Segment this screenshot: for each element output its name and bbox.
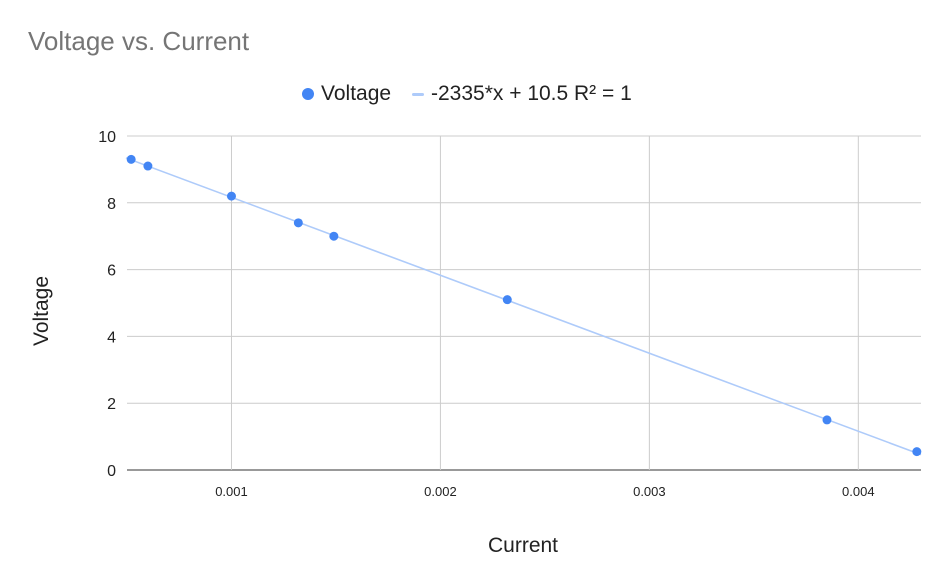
data-point[interactable] xyxy=(143,161,153,171)
data-point[interactable] xyxy=(502,295,512,305)
data-point[interactable] xyxy=(329,231,339,241)
data-point[interactable] xyxy=(226,191,236,201)
y-tick-labels: 0 2 4 6 8 10 xyxy=(98,129,116,480)
gridlines xyxy=(127,135,921,471)
x-tick-label: 0.002 xyxy=(424,484,457,499)
data-point[interactable] xyxy=(293,218,303,228)
y-tick-label: 4 xyxy=(107,329,116,346)
y-tick-label: 0 xyxy=(107,463,116,480)
legend-label-trendline: -2335*x + 10.5 R² = 1 xyxy=(431,82,632,105)
legend: Voltage -2335*x + 10.5 R² = 1 xyxy=(0,78,940,110)
data-points xyxy=(126,154,922,457)
legend-marker-dot-icon xyxy=(302,88,314,100)
x-axis-label: Current xyxy=(488,534,558,557)
x-tick-label: 0.003 xyxy=(633,484,666,499)
y-tick-label: 2 xyxy=(107,396,116,413)
legend-item-trendline[interactable]: -2335*x + 10.5 R² = 1 xyxy=(412,78,632,110)
y-tick-label: 6 xyxy=(107,263,116,280)
y-tick-label: 8 xyxy=(107,196,116,213)
trendline xyxy=(125,157,922,456)
legend-label-series: Voltage xyxy=(321,82,392,105)
chart-title: Voltage vs. Current xyxy=(28,26,250,56)
legend-marker-line-icon xyxy=(412,92,424,96)
trendline-group xyxy=(125,157,922,456)
data-point[interactable] xyxy=(126,154,136,164)
data-point[interactable] xyxy=(912,447,922,457)
data-point[interactable] xyxy=(822,415,832,425)
legend-item-series[interactable]: Voltage xyxy=(302,78,391,110)
x-tick-label: 0.001 xyxy=(215,484,248,499)
y-axis-label: Voltage xyxy=(30,276,53,346)
y-tick-label: 10 xyxy=(98,129,116,146)
x-tick-label: 0.004 xyxy=(842,484,875,499)
x-tick-labels: 0.001 0.002 0.003 0.004 xyxy=(215,484,874,499)
